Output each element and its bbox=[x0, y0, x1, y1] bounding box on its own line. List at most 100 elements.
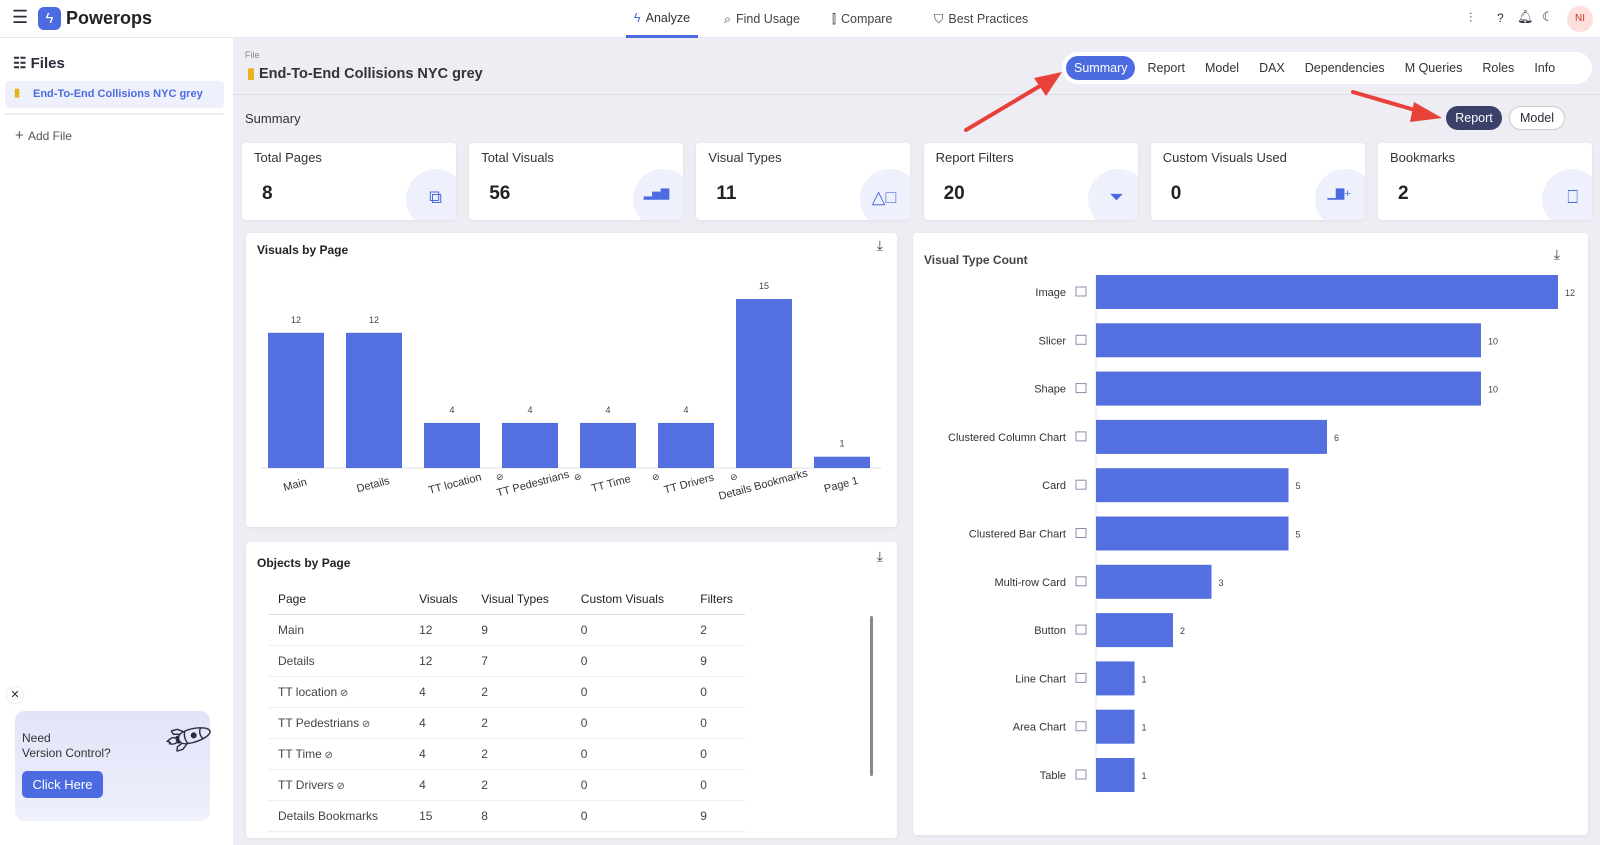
cell-text: 0 bbox=[580, 715, 588, 730]
stat-value: 0 bbox=[1170, 183, 1182, 204]
table-cell: 9 bbox=[690, 645, 745, 677]
sidebar: ☷ Files ▮ End-To-End Collisions NYC grey … bbox=[0, 38, 233, 845]
column-header[interactable]: Visuals bbox=[409, 584, 472, 615]
sliders-icon[interactable]: ⫶ bbox=[1469, 10, 1473, 25]
bell-icon[interactable]: 🔔︎ bbox=[1517, 9, 1534, 24]
table-cell: 2 bbox=[471, 707, 571, 739]
bar-chart-icon: ▂▅▇ bbox=[643, 188, 670, 200]
bar bbox=[1096, 516, 1289, 551]
tab-roles[interactable]: Roles bbox=[1482, 61, 1515, 75]
table-row[interactable]: TT location ⊘ 4 2 0 0 bbox=[268, 676, 745, 708]
table-cell: 0 bbox=[570, 645, 691, 677]
table-cell: 0 bbox=[690, 676, 745, 708]
table-cell: 8 bbox=[471, 800, 571, 832]
hidden-page-icon: ⊘ bbox=[652, 472, 660, 482]
cell-text: 0 bbox=[700, 777, 707, 792]
promo-card: Need Version Control? Click Here 🚀︎ bbox=[15, 707, 218, 821]
dark-mode-icon[interactable]: ☾ bbox=[1542, 9, 1554, 24]
tab-summary[interactable]: Summary bbox=[1066, 56, 1136, 80]
toggle-report[interactable]: Report bbox=[1446, 106, 1502, 130]
table-row[interactable]: Details Bookmarks 15 8 0 9 bbox=[268, 800, 745, 832]
cell-text: 15 bbox=[419, 808, 433, 823]
bar bbox=[346, 332, 402, 468]
tick-label: Table bbox=[1040, 770, 1066, 782]
filter-icon: ⏷ bbox=[1109, 187, 1124, 207]
powerops-logo-icon: ϟ bbox=[38, 7, 61, 30]
stat-card-bookmarks: Bookmarks 2 ⎕ bbox=[1378, 143, 1592, 220]
bar bbox=[1096, 758, 1135, 792]
column-header[interactable]: Visual Types bbox=[471, 584, 571, 615]
bar bbox=[736, 299, 792, 468]
tick-label: TT Drivers bbox=[663, 472, 716, 497]
bar bbox=[1096, 468, 1289, 503]
table-row[interactable]: Details 12 7 0 9 bbox=[268, 645, 745, 677]
table-cell: 0 bbox=[690, 738, 745, 770]
hidden-page-icon: ⊘ bbox=[730, 472, 738, 482]
tab-model[interactable]: Model bbox=[1205, 61, 1240, 75]
table-cell: 2 bbox=[471, 738, 571, 770]
cell-text: TT location bbox=[278, 684, 338, 699]
data-label: 10 bbox=[1488, 385, 1498, 395]
scrollbar[interactable] bbox=[870, 616, 873, 776]
nav-find-usage[interactable]: ⌕ Find Usage bbox=[724, 0, 800, 38]
cell-text: 2 bbox=[481, 715, 488, 730]
promo-line1: Need bbox=[22, 731, 51, 745]
tab-m-queries[interactable]: M Queries bbox=[1404, 61, 1463, 75]
menu-icon[interactable]: ☰ bbox=[12, 7, 29, 27]
help-icon[interactable]: ? bbox=[1497, 11, 1504, 25]
tab-dax[interactable]: DAX bbox=[1259, 61, 1285, 75]
download-icon[interactable]: ⤓ bbox=[876, 548, 883, 564]
download-icon[interactable]: ⤓ bbox=[876, 237, 883, 253]
cell-text: 0 bbox=[580, 622, 588, 637]
column-header[interactable]: Filters bbox=[690, 584, 745, 615]
avatar[interactable]: NI bbox=[1567, 6, 1593, 32]
compare-icon: ⫿ bbox=[832, 11, 837, 26]
add-file-button[interactable]: + Add File bbox=[15, 127, 72, 144]
data-label: 1 bbox=[839, 439, 844, 449]
click-here-button[interactable]: Click Here bbox=[22, 771, 103, 798]
tab-info[interactable]: Info bbox=[1534, 61, 1556, 75]
table-row[interactable]: TT Time ⊘ 4 2 0 0 bbox=[268, 738, 745, 770]
tab-dependencies[interactable]: Dependencies bbox=[1304, 61, 1385, 75]
stat-label: Visual Types bbox=[708, 150, 782, 165]
nav-compare[interactable]: ⫿ Compare bbox=[832, 0, 892, 38]
stat-label: Total Pages bbox=[254, 150, 322, 165]
toggle-model[interactable]: Model bbox=[1509, 106, 1565, 130]
icon-background bbox=[406, 169, 456, 220]
close-promo-icon[interactable]: ✕ bbox=[7, 687, 23, 703]
bar bbox=[1096, 419, 1327, 454]
column-header[interactable]: Custom Visuals bbox=[570, 584, 691, 615]
icon-background bbox=[860, 169, 911, 220]
tab-report[interactable]: Report bbox=[1147, 61, 1186, 75]
cell-text: 0 bbox=[700, 684, 707, 699]
tick-label: Button bbox=[1034, 625, 1066, 637]
bar bbox=[424, 422, 480, 468]
table-cell: 0 bbox=[570, 800, 691, 832]
table-cell: 0 bbox=[690, 769, 745, 801]
hidden-page-icon: ⊘ bbox=[333, 780, 345, 792]
download-icon[interactable]: ⤓ bbox=[1553, 246, 1560, 262]
hidden-page-icon: ⊘ bbox=[574, 472, 582, 482]
powerbi-icon: ▮ bbox=[14, 87, 21, 99]
shapes-icon: △□ bbox=[871, 187, 897, 207]
table-row[interactable]: TT Pedestrians ⊘ 4 2 0 0 bbox=[268, 707, 745, 739]
tick-label: TT location bbox=[427, 471, 482, 497]
file-item[interactable]: ▮ End-To-End Collisions NYC grey bbox=[5, 81, 224, 108]
data-label: 4 bbox=[527, 405, 532, 415]
cell-text: 4 bbox=[419, 777, 426, 792]
table-cell: Details Bookmarks bbox=[268, 800, 410, 832]
nav-analyze[interactable]: ϟ Analyze bbox=[626, 0, 699, 38]
table-cell: TT Drivers ⊘ bbox=[268, 769, 410, 801]
table-row[interactable]: TT Drivers ⊘ 4 2 0 0 bbox=[268, 769, 745, 801]
arrow-head bbox=[1034, 72, 1062, 96]
table-cell: TT Time ⊘ bbox=[268, 738, 410, 770]
cell-text: 7 bbox=[481, 653, 488, 668]
column-header[interactable]: Page bbox=[268, 584, 410, 615]
hidden-page-icon: ⊘ bbox=[496, 472, 504, 482]
table-row[interactable]: Main 12 9 0 2 bbox=[268, 614, 745, 646]
visual-type-icon bbox=[1075, 286, 1087, 297]
cell-text: 2 bbox=[481, 777, 488, 792]
visual-type-icon bbox=[1075, 383, 1087, 394]
nav-label: Best Practices bbox=[948, 12, 1029, 26]
nav-best-practices[interactable]: ⛉ Best Practices bbox=[934, 0, 1028, 38]
